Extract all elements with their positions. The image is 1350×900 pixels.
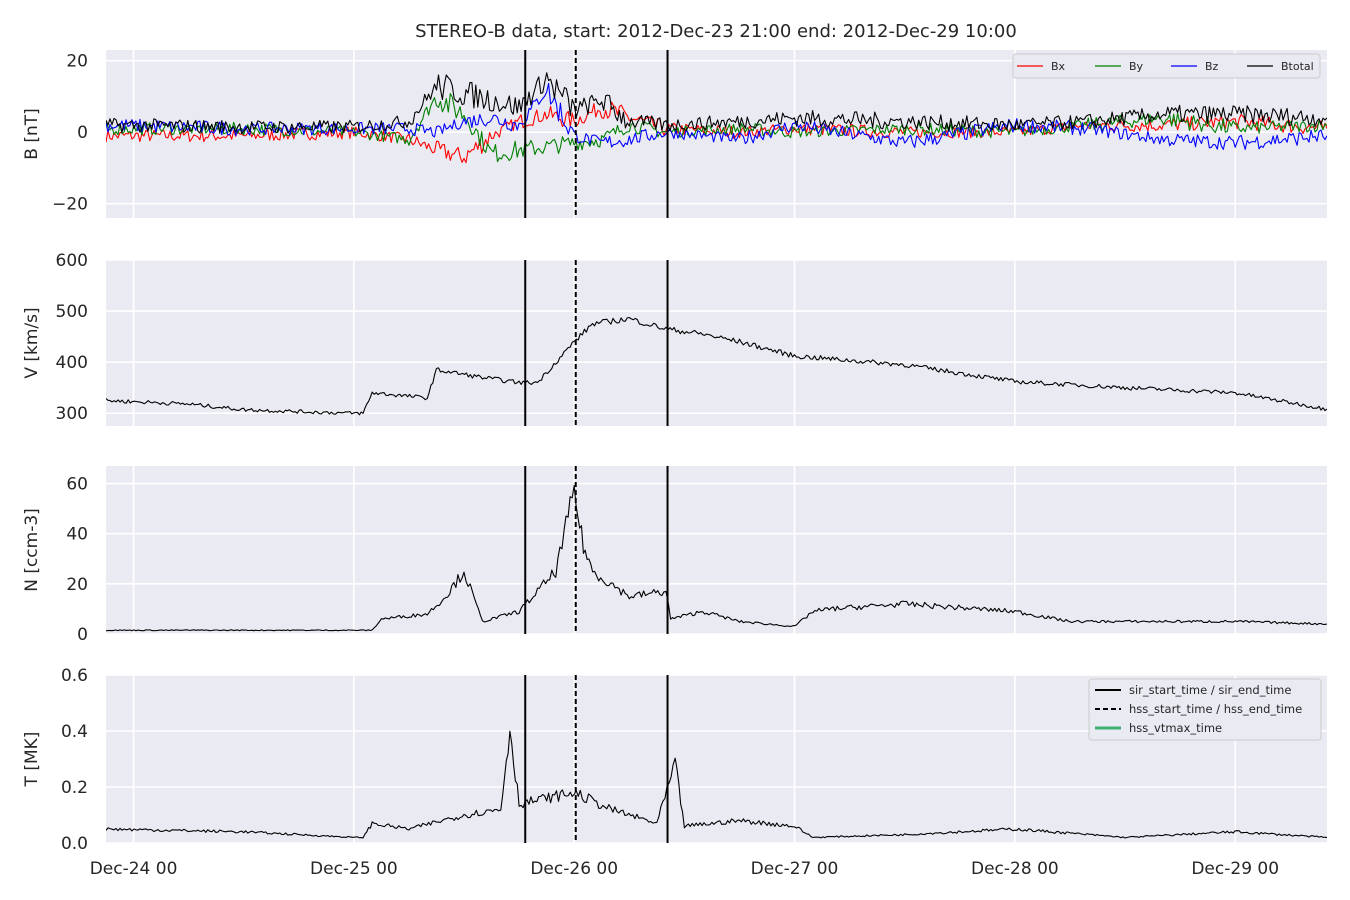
- y-tick-label: 0: [77, 123, 88, 143]
- legend-label: hss_start_time / hss_end_time: [1129, 702, 1302, 716]
- legend-box: [1012, 53, 1321, 79]
- x-tick-label: Dec-24 00: [90, 859, 178, 879]
- y-tick-label: 20: [66, 575, 88, 595]
- legend-t: sir_start_time / sir_end_time hss_start_t…: [1088, 678, 1322, 741]
- legend-label: Btotal: [1281, 60, 1314, 73]
- legend-label: hss_vtmax_time: [1129, 721, 1222, 735]
- x-tick-label: Dec-27 00: [751, 859, 839, 879]
- series-group: [106, 484, 1327, 632]
- y-axis-label: N [ccm-3]: [22, 508, 42, 592]
- y-axis-label: B [nT]: [22, 108, 42, 160]
- series-t: [106, 730, 1327, 839]
- x-tick-label: Dec-26 00: [530, 859, 618, 879]
- panel-n: 60 40 20 0 N [ccm-3]: [22, 466, 1327, 645]
- y-tick-label: 400: [56, 353, 88, 373]
- plot-background: [106, 466, 1327, 634]
- legend-b: Bx By Bz Btotal: [1012, 53, 1321, 79]
- y-tick-label: 0.0: [61, 834, 88, 854]
- x-tick-label: Dec-28 00: [971, 859, 1059, 879]
- y-axis-label: T [MK]: [22, 732, 42, 788]
- plot-background: [106, 260, 1327, 426]
- series-group: [106, 72, 1327, 164]
- y-tick-label: 60: [66, 475, 88, 495]
- x-tick-label: Dec-29 00: [1191, 859, 1279, 879]
- y-tick-label: 300: [56, 404, 88, 424]
- y-tick-label: 600: [56, 251, 88, 271]
- series-btotal: [106, 72, 1327, 135]
- chart-title: STEREO-B data, start: 2012-Dec-23 21:00 …: [415, 21, 1017, 42]
- y-tick-label: 0: [77, 625, 88, 645]
- series-group: [106, 730, 1327, 839]
- y-axis-label: V [km/s]: [22, 307, 42, 378]
- y-tick-label: 40: [66, 525, 88, 545]
- x-axis: Dec-24 00 Dec-25 00 Dec-26 00 Dec-27 00 Dec-…: [90, 859, 1279, 879]
- y-tick-label: 0.4: [61, 722, 88, 742]
- series-group: [106, 316, 1327, 416]
- y-tick-label: 500: [56, 302, 88, 322]
- y-tick-label: 0.2: [61, 778, 88, 798]
- legend-label: Bz: [1205, 60, 1219, 73]
- x-tick-label: Dec-25 00: [310, 859, 398, 879]
- series-v: [106, 316, 1327, 416]
- series-n: [106, 484, 1327, 632]
- panel-v: 600 500 400 300 V [km/s]: [22, 251, 1327, 426]
- legend-label: By: [1129, 60, 1144, 73]
- y-tick-label: 20: [66, 52, 88, 72]
- panel-b: 20 0 −20 B [nT] Bx By Bz Btotal: [22, 50, 1327, 218]
- legend-box: [1088, 678, 1322, 741]
- y-tick-label: −20: [52, 195, 88, 215]
- legend-label: Bx: [1051, 60, 1066, 73]
- panel-t: 0.6 0.4 0.2 0.0 T [MK] sir_start_time / sir_e…: [22, 666, 1327, 854]
- y-tick-label: 0.6: [61, 666, 88, 686]
- legend-label: sir_start_time / sir_end_time: [1129, 683, 1291, 697]
- series-bz: [106, 82, 1327, 150]
